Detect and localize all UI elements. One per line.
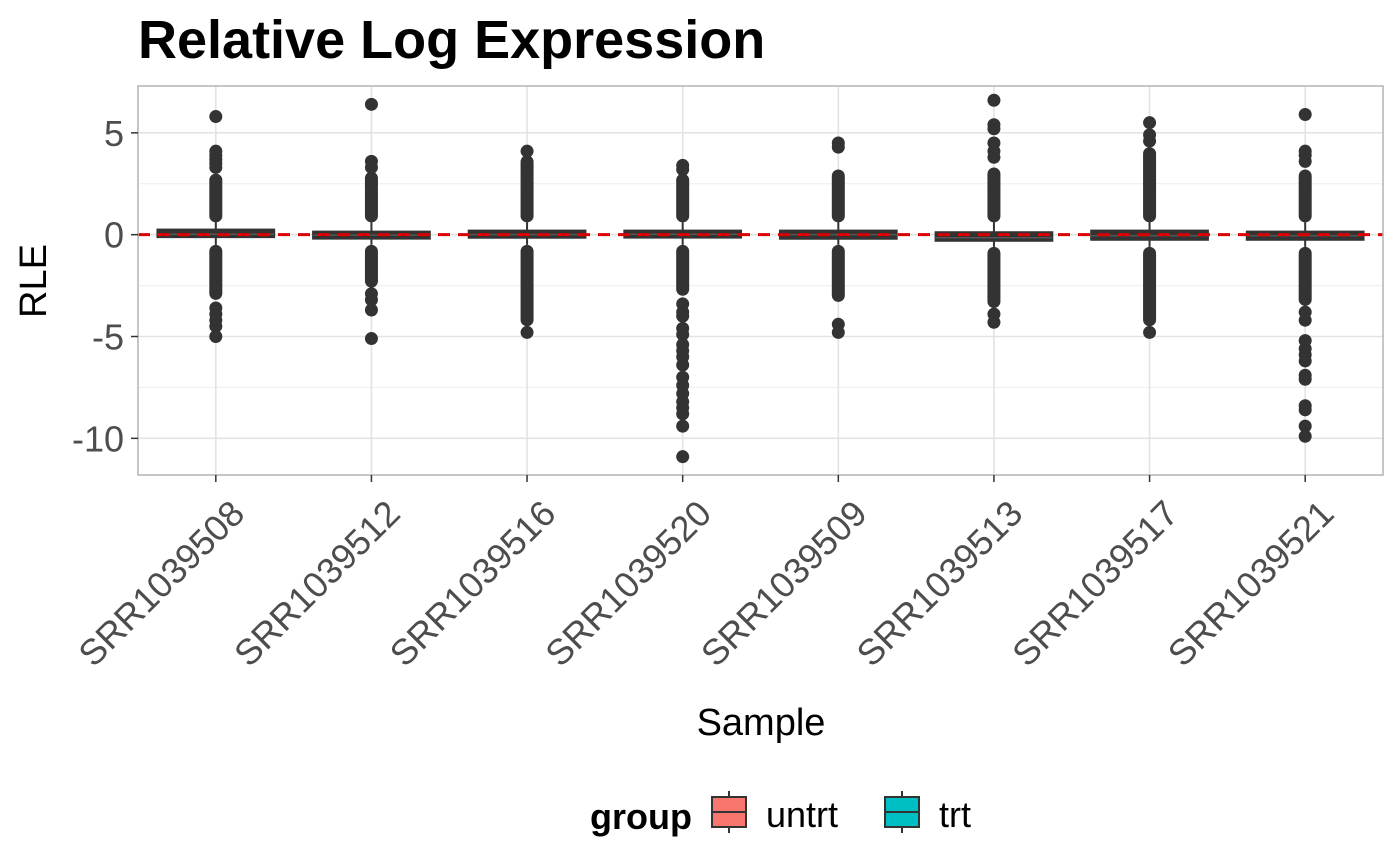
outlier-point	[209, 330, 223, 344]
outlier-point	[1298, 144, 1312, 158]
outlier-point	[676, 407, 690, 421]
outlier-cluster-upper	[520, 155, 534, 223]
outlier-point	[1298, 403, 1312, 417]
outlier-cluster-upper	[831, 169, 845, 223]
legend-title: group	[590, 796, 692, 837]
outlier-point	[1143, 128, 1157, 142]
outlier-point	[364, 303, 378, 317]
outlier-cluster-lower	[520, 244, 534, 327]
outlier-cluster-upper	[1143, 147, 1157, 223]
legend: group untrt trt	[590, 791, 971, 837]
outlier-point	[1298, 429, 1312, 443]
outlier-point	[1143, 325, 1157, 339]
x-tick-label: SRR1039512	[226, 492, 408, 674]
outlier-point	[1298, 354, 1312, 368]
y-tick-label: 5	[104, 113, 124, 154]
outlier-cluster-lower	[1143, 246, 1157, 327]
outlier-point	[209, 110, 223, 124]
box-SRR1039508	[156, 110, 276, 344]
outlier-point	[676, 419, 690, 433]
y-axis-title: RLE	[13, 244, 55, 318]
x-tick-label: SRR1039516	[382, 492, 564, 674]
x-tick-label: SRR1039521	[1160, 492, 1342, 674]
outlier-cluster-upper	[209, 173, 223, 223]
outlier-point	[987, 136, 1001, 150]
outlier-point	[1298, 313, 1312, 327]
outlier-cluster-upper	[987, 167, 1001, 223]
outlier-point	[1298, 372, 1312, 386]
outlier-cluster-lower	[209, 244, 223, 300]
outlier-point	[364, 332, 378, 346]
legend-label: untrt	[766, 794, 838, 835]
x-tick-label: SRR1039509	[693, 492, 875, 674]
outlier-point	[987, 93, 1001, 107]
outlier-point	[1143, 116, 1157, 130]
outlier-point	[831, 325, 845, 339]
plot-background	[138, 86, 1383, 475]
outlier-point	[676, 158, 690, 172]
x-tick-label: SRR1039508	[70, 492, 252, 674]
box-SRR1039512	[312, 97, 431, 346]
panel-border	[137, 85, 1384, 476]
legend-item-untrt: untrt	[711, 791, 838, 835]
outlier-point	[676, 450, 690, 464]
outlier-point	[209, 144, 223, 158]
legend-label: trt	[939, 794, 971, 835]
box-body	[156, 228, 276, 239]
outlier-point	[987, 315, 1001, 329]
legend-item-trt: trt	[884, 791, 971, 835]
outlier-cluster-upper	[1298, 169, 1312, 223]
outlier-point	[364, 97, 378, 111]
x-axis-title: Sample	[697, 702, 826, 744]
x-tick-label: SRR1039513	[848, 492, 1030, 674]
x-tick-label: SRR1039520	[537, 492, 719, 674]
outlier-point	[676, 327, 690, 341]
outlier-point	[364, 154, 378, 168]
outlier-point	[676, 309, 690, 323]
outlier-cluster-lower	[987, 246, 1001, 308]
box-body	[934, 231, 1054, 242]
chart-title: Relative Log Expression	[138, 10, 765, 70]
outlier-point	[1298, 108, 1312, 122]
outlier-cluster-lower	[676, 244, 690, 296]
outlier-cluster-upper	[676, 173, 690, 223]
outlier-point	[987, 118, 1001, 132]
box-SRR1039513	[934, 93, 1054, 329]
outlier-cluster-upper	[364, 171, 378, 223]
y-tick-label: -5	[92, 317, 124, 358]
outlier-cluster-lower	[831, 244, 845, 302]
outlier-point	[1298, 419, 1312, 433]
outlier-point	[364, 293, 378, 307]
outlier-point	[520, 325, 534, 339]
x-tick-label: SRR1039517	[1004, 492, 1186, 674]
outlier-point	[831, 136, 845, 150]
plot-area	[137, 85, 1384, 476]
outlier-cluster-lower	[1298, 246, 1312, 306]
y-tick-label: 0	[104, 215, 124, 256]
outlier-cluster-lower	[364, 244, 378, 288]
y-tick-label: -10	[72, 418, 124, 459]
box-SRR1039520	[623, 158, 743, 464]
outlier-point	[520, 144, 534, 158]
outlier-point	[676, 358, 690, 372]
outlier-point	[209, 319, 223, 333]
